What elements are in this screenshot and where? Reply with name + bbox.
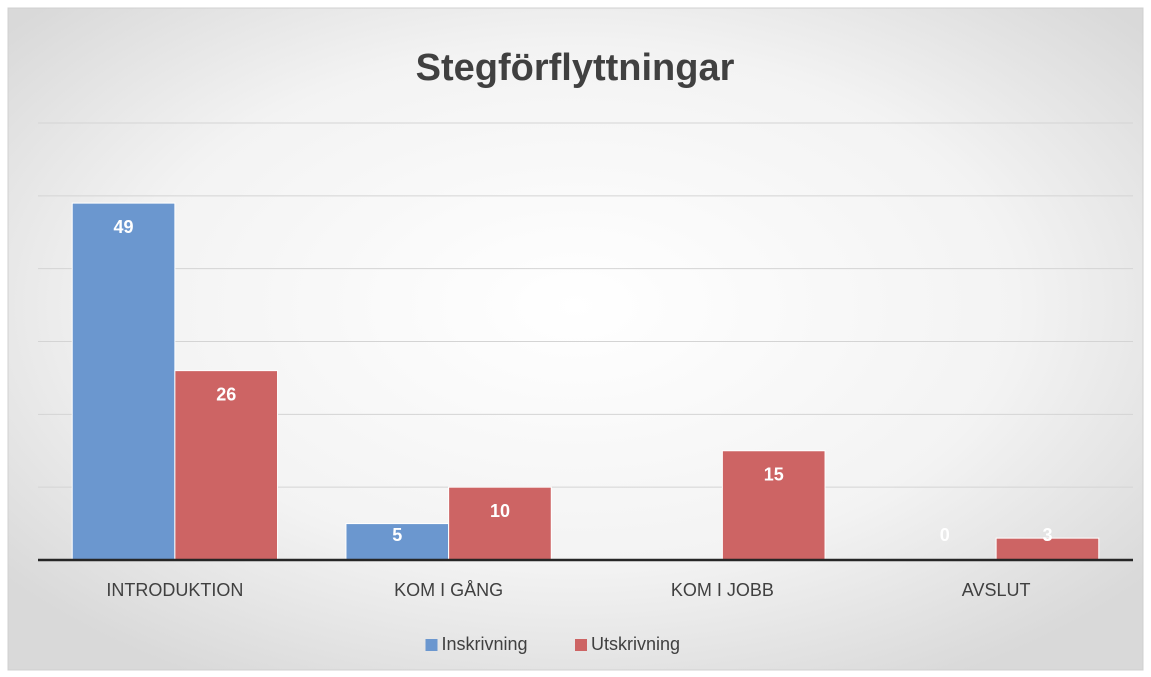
data-label: 26	[216, 384, 236, 404]
legend-label: Utskrivning	[591, 634, 680, 654]
x-tick-label: AVSLUT	[962, 580, 1031, 600]
legend-swatch	[425, 639, 438, 651]
x-tick-label: INTRODUKTION	[106, 580, 243, 600]
data-label: 5	[392, 525, 402, 545]
chart-frame	[7, 7, 1144, 671]
bar	[448, 486, 552, 561]
bar	[71, 202, 176, 561]
data-label: 15	[764, 465, 784, 485]
data-label: 3	[1042, 525, 1052, 545]
legend-label: Inskrivning	[442, 634, 528, 654]
data-label: 49	[114, 217, 134, 237]
data-label: 0	[940, 525, 950, 545]
bar	[345, 523, 450, 561]
x-tick-label: KOM I JOBB	[671, 580, 774, 600]
data-label: 10	[490, 501, 510, 521]
chart-title: Stegförflyttningar	[416, 47, 735, 89]
legend-swatch	[575, 639, 587, 651]
bar	[721, 450, 826, 561]
x-tick-label: KOM I GÅNG	[394, 580, 503, 600]
